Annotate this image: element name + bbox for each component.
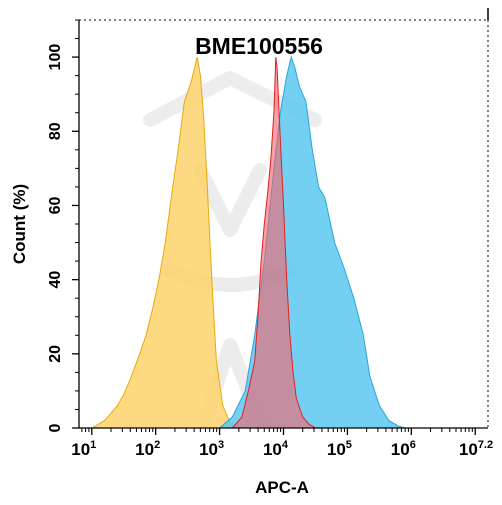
x-tick-base: 10 — [391, 440, 410, 459]
x-tick-label: 105 — [327, 439, 352, 459]
x-tick-label: 106 — [391, 439, 416, 459]
x-tick-base: 10 — [199, 440, 218, 459]
x-tick-exponent: 1 — [90, 439, 96, 451]
x-tick-base: 10 — [459, 440, 478, 459]
series-1-area — [89, 56, 243, 429]
x-tick-exponent: 6 — [410, 439, 416, 451]
y-tick-label: 60 — [47, 196, 64, 214]
y-axis-label: Count (%) — [10, 184, 29, 264]
x-tick-exponent: 4 — [282, 439, 289, 451]
y-tick-label: 80 — [47, 122, 64, 140]
x-tick-label: 107.2 — [459, 439, 493, 459]
x-tick-base: 10 — [263, 440, 282, 459]
y-tick-label: 20 — [47, 345, 64, 363]
x-tick-base: 10 — [71, 440, 90, 459]
x-tick-exponent: 3 — [218, 439, 224, 451]
x-tick-label: 102 — [135, 439, 160, 459]
x-tick-exponent: 2 — [154, 439, 160, 451]
y-tick-label: 0 — [47, 423, 64, 432]
x-ticks: 101 102 103 104 105 106 107.2 — [71, 428, 493, 459]
x-tick-exponent: 5 — [346, 439, 352, 451]
series-layer — [89, 55, 406, 429]
y-tick-label: 40 — [47, 271, 64, 289]
x-tick-label: 104 — [263, 439, 289, 459]
x-tick-base: 10 — [327, 440, 346, 459]
y-tick-label: 100 — [47, 44, 64, 71]
series-3-area — [231, 57, 318, 429]
y-ticks: 0 20 40 60 80 100 — [47, 19, 79, 432]
x-tick-base: 10 — [135, 440, 154, 459]
x-tick-exponent: 7.2 — [478, 439, 493, 451]
x-tick-label: 101 — [71, 439, 96, 459]
chart-title: BME100556 — [195, 33, 323, 59]
x-tick-label: 103 — [199, 439, 224, 459]
x-axis-label: APC-A — [255, 478, 309, 497]
